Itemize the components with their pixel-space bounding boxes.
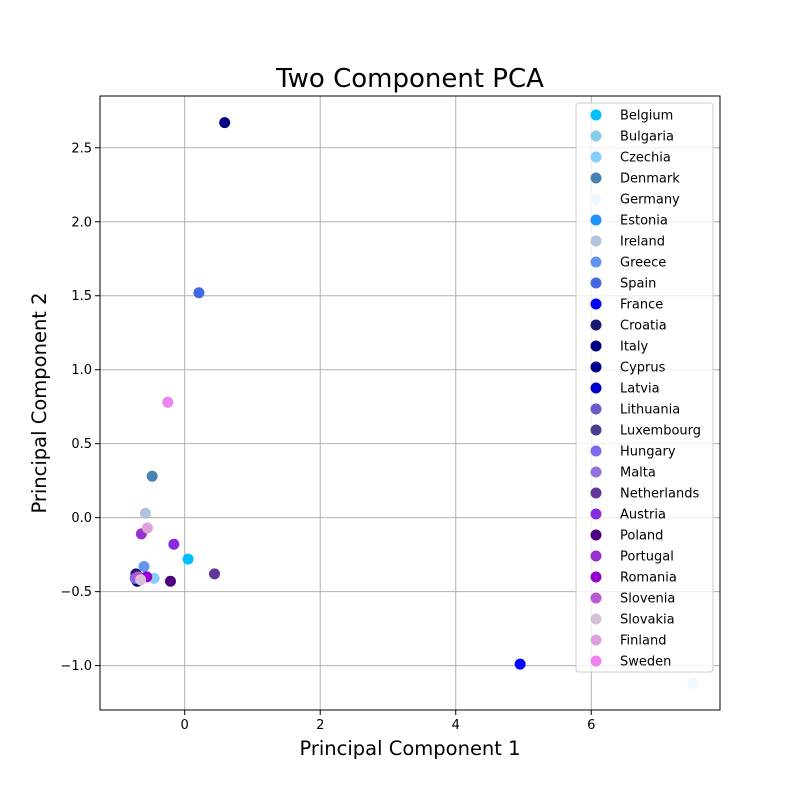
point-slovakia: [135, 574, 147, 586]
chart-title: Two Component PCA: [275, 64, 544, 94]
legend-marker-france: [590, 298, 602, 310]
legend-marker-denmark: [590, 172, 602, 184]
legend-label-austria: Austria: [620, 508, 666, 523]
legend-label-sweden: Sweden: [620, 655, 671, 670]
y-tick-label: 2.0: [71, 215, 92, 230]
legend-marker-czechia: [590, 151, 602, 163]
point-france: [514, 658, 526, 670]
legend-marker-slovenia: [590, 592, 602, 604]
legend-label-belgium: Belgium: [620, 109, 673, 124]
point-germany: [687, 677, 699, 689]
plot-frame: [99, 95, 721, 711]
legend-label-luxembourg: Luxembourg: [620, 424, 701, 439]
legend-marker-malta: [590, 466, 602, 478]
x-tick-label: 4: [452, 718, 460, 733]
y-tick-label: −0.5: [60, 585, 92, 600]
point-belgium: [182, 553, 194, 565]
legend-marker-latvia: [590, 382, 602, 394]
legend-label-latvia: Latvia: [620, 382, 660, 397]
legend-label-spain: Spain: [620, 277, 656, 292]
legend-label-ireland: Ireland: [620, 235, 665, 250]
x-tick-label: 6: [587, 718, 595, 733]
point-poland: [164, 575, 176, 587]
y-axis-label: Principal Component 2: [28, 292, 51, 513]
y-tick-label: −1.0: [60, 659, 92, 674]
legend-label-denmark: Denmark: [620, 172, 680, 187]
y-axis-ticks: −1.0 −0.5 0.0 0.5 1.0 1.5 2.0 2.5: [60, 141, 100, 674]
legend-marker-greece: [590, 256, 602, 268]
legend-label-estonia: Estonia: [620, 214, 668, 229]
legend-label-bulgaria: Bulgaria: [620, 130, 674, 145]
legend-marker-sweden: [590, 655, 602, 667]
point-denmark: [146, 470, 158, 482]
legend-marker-estonia: [590, 214, 602, 226]
legend-label-italy: Italy: [620, 340, 649, 355]
x-tick-label: 0: [181, 718, 189, 733]
legend-label-greece: Greece: [620, 256, 666, 271]
legend-box: [575, 102, 714, 673]
legend-label-poland: Poland: [620, 529, 663, 544]
y-tick-label: 0.0: [71, 511, 92, 526]
legend-label-portugal: Portugal: [620, 550, 674, 565]
point-spain: [193, 287, 205, 299]
point-greece: [138, 560, 150, 572]
y-tick-label: 1.5: [71, 289, 92, 304]
legend-marker-austria: [590, 508, 602, 520]
y-tick-label: 2.5: [71, 141, 92, 156]
legend-label-romania: Romania: [620, 571, 677, 586]
point-ireland: [139, 507, 151, 519]
x-axis-ticks: 0 2 4 6: [181, 710, 595, 733]
legend-label-finland: Finland: [620, 634, 666, 649]
legend-marker-romania: [590, 571, 602, 583]
legend-label-croatia: Croatia: [620, 319, 667, 334]
legend-label-germany: Germany: [620, 193, 680, 208]
legend-marker-belgium: [590, 109, 602, 121]
legend: Belgium Bulgaria Czechia Denmark Germany Esto…: [575, 102, 714, 673]
legend-marker-portugal: [590, 550, 602, 562]
legend-marker-spain: [590, 277, 602, 289]
y-tick-label: 1.0: [71, 363, 92, 378]
legend-marker-finland: [590, 634, 602, 646]
legend-label-slovenia: Slovenia: [620, 592, 675, 607]
legend-marker-italy: [590, 340, 602, 352]
legend-marker-cyprus: [590, 361, 602, 373]
legend-marker-slovakia: [590, 613, 602, 625]
legend-label-lithuania: Lithuania: [620, 403, 680, 418]
legend-marker-luxembourg: [590, 424, 602, 436]
y-tick-label: 0.5: [71, 437, 92, 452]
legend-marker-lithuania: [590, 403, 602, 415]
legend-marker-bulgaria: [590, 130, 602, 142]
legend-label-cyprus: Cyprus: [620, 361, 666, 376]
legend-items: Belgium Bulgaria Czechia Denmark Germany Esto…: [590, 109, 701, 670]
legend-marker-poland: [590, 529, 602, 541]
legend-marker-hungary: [590, 445, 602, 457]
x-tick-label: 2: [316, 718, 324, 733]
point-italy: [219, 117, 231, 129]
point-austria: [168, 538, 180, 550]
legend-marker-croatia: [590, 319, 602, 331]
point-netherlands: [209, 568, 221, 580]
legend-label-hungary: Hungary: [620, 445, 676, 460]
legend-label-czechia: Czechia: [620, 151, 671, 166]
data-points: [129, 117, 699, 689]
point-sweden: [162, 396, 174, 408]
point-finland: [141, 522, 153, 534]
legend-label-france: France: [620, 298, 663, 313]
legend-label-malta: Malta: [620, 466, 656, 481]
x-axis-label: Principal Component 1: [299, 737, 520, 760]
legend-marker-germany: [590, 193, 602, 205]
legend-label-netherlands: Netherlands: [620, 487, 699, 502]
legend-marker-ireland: [590, 235, 602, 247]
legend-marker-netherlands: [590, 487, 602, 499]
legend-label-slovakia: Slovakia: [620, 613, 675, 628]
